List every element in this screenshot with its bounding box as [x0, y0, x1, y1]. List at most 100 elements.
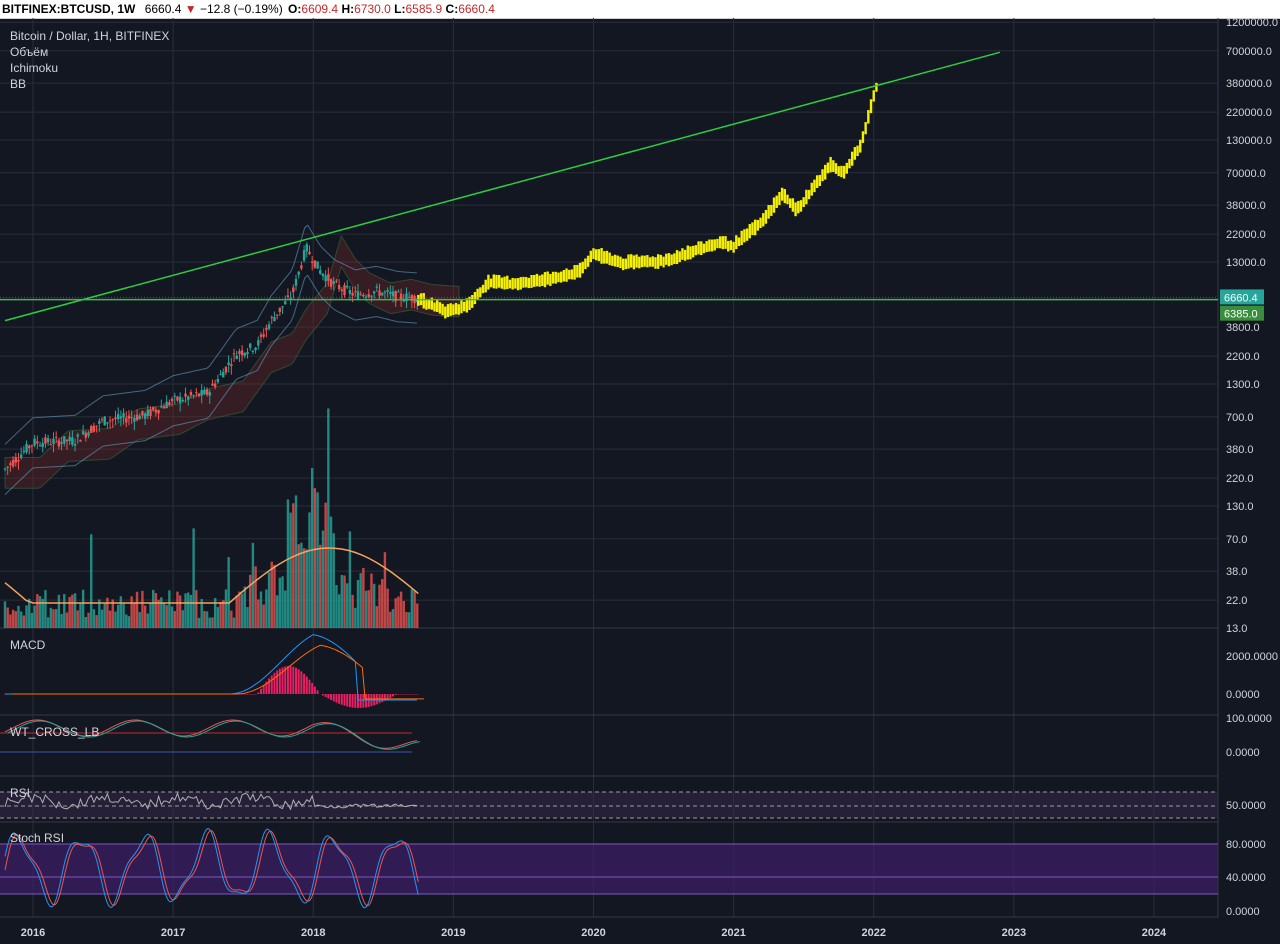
open-value: 6609.4: [301, 2, 339, 16]
rsi-tick: 50.0000: [1226, 800, 1266, 812]
volume-bar: [313, 488, 317, 628]
macd-histogram: [354, 694, 357, 708]
candle-body: [289, 298, 292, 300]
close-value: 6660.4: [458, 2, 495, 16]
price-tick: 70000.0: [1226, 168, 1266, 180]
volume-bar: [410, 589, 414, 628]
year-tick: 2016: [21, 927, 45, 939]
volume-bar: [356, 579, 360, 628]
low-label: L:: [394, 2, 406, 16]
volume-bar: [197, 617, 201, 628]
macd-tick: 0.0000: [1226, 689, 1260, 701]
legend-title[interactable]: Bitcoin / Dollar, 1H, BITFINEX: [10, 29, 170, 43]
volume-bar: [240, 593, 244, 628]
volume-bar: [343, 575, 346, 628]
open-label: O:: [288, 2, 302, 16]
volume-bar: [76, 610, 79, 628]
candle-body: [281, 306, 284, 308]
candle-body: [141, 410, 144, 416]
historical-candles: [3, 242, 419, 475]
candle-body: [157, 410, 160, 414]
volume-bar: [278, 577, 282, 628]
volume-bar: [127, 616, 131, 628]
macd-histogram: [340, 694, 343, 705]
legend-ichimoku[interactable]: Ichimoku: [10, 61, 59, 75]
rsi-label[interactable]: RSI: [10, 786, 31, 800]
candle-body: [17, 460, 20, 462]
macd-histogram: [410, 694, 413, 695]
candle-body: [362, 294, 365, 297]
candle-body: [211, 383, 214, 386]
volume-bar: [281, 576, 284, 628]
candle-body: [92, 425, 96, 432]
price-tick: 22.0: [1226, 595, 1247, 607]
volume-bar: [22, 615, 26, 628]
candle-body: [173, 395, 176, 397]
bollinger-band: [4, 224, 417, 445]
candle-body: [383, 291, 387, 293]
macd-histogram: [392, 694, 395, 697]
macd-histogram: [397, 694, 400, 695]
candle-body: [337, 285, 341, 290]
legend-bb[interactable]: BB: [10, 77, 27, 91]
macd-histogram: [308, 679, 311, 694]
volume-bar: [254, 566, 257, 628]
macd-histogram: [359, 694, 362, 708]
volume-bar: [28, 598, 31, 628]
volume-ma: [4, 547, 419, 604]
candle-body: [146, 409, 150, 416]
candle-body: [348, 290, 352, 294]
wt-label[interactable]: WT_CROSS_LB: [10, 725, 100, 739]
volume-bar: [257, 599, 260, 628]
candle-body: [151, 407, 155, 411]
candle-body: [356, 291, 360, 300]
volume-bar: [359, 573, 362, 628]
volume-bar: [270, 561, 273, 628]
volume-bar: [111, 599, 114, 628]
macd-histogram: [278, 668, 281, 694]
candle-body: [343, 284, 346, 296]
candle-body: [292, 287, 295, 293]
volume-bar: [259, 591, 263, 628]
volume-bar: [216, 606, 220, 628]
volume-bar: [329, 516, 333, 628]
volume-bar: [25, 605, 28, 628]
candle-body: [227, 362, 230, 366]
volume-bar: [122, 603, 125, 628]
macd-label[interactable]: MACD: [10, 638, 46, 652]
volume-bar: [200, 598, 203, 628]
support-price-label: 6385.0: [1224, 309, 1258, 321]
macd-histogram: [313, 686, 316, 694]
volume-bar: [176, 591, 179, 628]
volume-bar: [251, 542, 255, 628]
chart-legend: Bitcoin / Dollar, 1H, BITFINEX Объём Ich…: [10, 28, 169, 92]
macd-histogram: [305, 676, 308, 694]
candle-body: [394, 291, 397, 302]
macd-histogram: [284, 666, 287, 694]
price-tick: 700.0: [1226, 412, 1254, 424]
candle-body: [98, 420, 101, 424]
candle-body: [9, 463, 12, 466]
volume-bar: [160, 597, 163, 628]
symbol-label[interactable]: BITFINEX:BTCUSD, 1W: [2, 2, 136, 16]
volume-bar: [73, 593, 77, 628]
volume-bar: [378, 584, 381, 628]
stoch-label[interactable]: Stoch RSI: [10, 831, 65, 845]
price-tick: 38000.0: [1226, 200, 1266, 212]
volume-bar: [14, 611, 17, 628]
stoch-tick: 40.0000: [1226, 872, 1266, 884]
volume-bar: [275, 595, 279, 628]
volume-bar: [300, 542, 303, 628]
volume-bar: [335, 585, 338, 628]
candle-body: [275, 314, 279, 316]
macd-histogram: [400, 694, 403, 695]
candle-body: [3, 468, 7, 470]
macd-histogram: [246, 694, 249, 695]
price-tick: 1200000.0: [1226, 17, 1278, 29]
legend-volume[interactable]: Объём: [10, 45, 49, 59]
macd-histogram: [402, 694, 405, 695]
volume-bar: [60, 613, 63, 628]
year-tick: 2023: [1002, 927, 1026, 939]
candle-body: [399, 293, 403, 300]
